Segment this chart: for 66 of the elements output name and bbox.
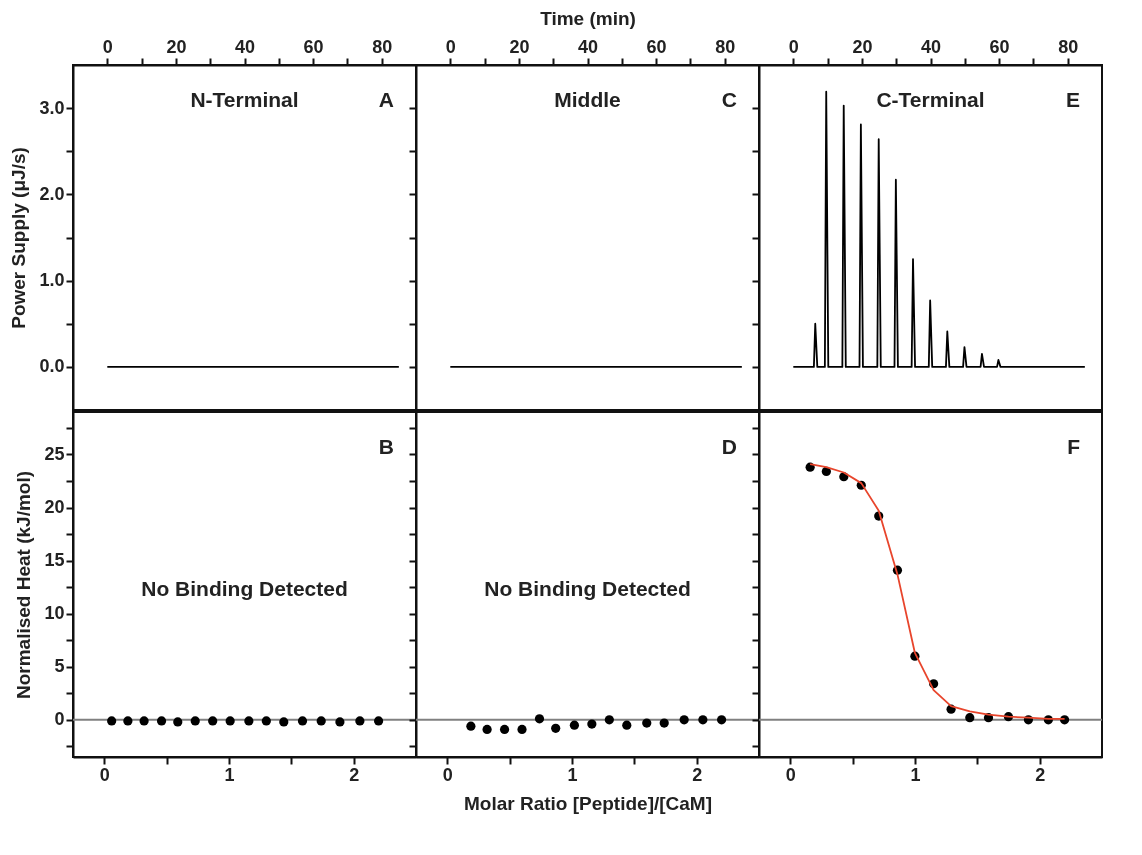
annotation: No Binding Detected (141, 576, 348, 600)
x-tick-label: 40 (234, 36, 256, 57)
point (466, 721, 476, 731)
y-tick-label: 0.0 (39, 356, 65, 377)
point (679, 715, 689, 725)
annotation: A (378, 88, 394, 111)
point (716, 715, 727, 725)
y-axis-title: Power Supply (μJ/s) (8, 147, 30, 329)
y-tick-label: 1.0 (39, 270, 65, 291)
y-axis-title: Normalised Heat (kJ/mol) (13, 470, 35, 700)
x-tick-label: 20 (852, 36, 873, 57)
point (499, 724, 510, 734)
x-tick-label: 40 (920, 36, 942, 57)
x-tick-label: 0 (442, 764, 453, 785)
text: N-Terminal (190, 88, 299, 111)
x-axis-title: Molar Ratio [Peptide]/[CaM] (463, 792, 713, 814)
x-tick-label: 80 (372, 36, 393, 57)
x-tick-label: 40 (577, 36, 599, 57)
annotation: F (1067, 435, 1081, 458)
point (659, 718, 669, 728)
point (534, 714, 545, 724)
x-tick-label: 60 (989, 36, 1010, 57)
x-tick-label: 2 (349, 764, 360, 785)
x-tick-label: 1 (910, 764, 921, 785)
text: Middle (554, 88, 621, 111)
x-tick-label: 80 (1058, 36, 1079, 57)
point (587, 719, 597, 729)
x-tick-label: 0 (785, 764, 796, 785)
text: C-Terminal (876, 88, 985, 111)
y-tick-label: 25 (44, 443, 65, 464)
point (569, 720, 580, 730)
point (821, 466, 831, 477)
x-tick-label: 1 (224, 764, 235, 785)
y-tick-label: 15 (44, 550, 65, 571)
point (517, 724, 527, 734)
x-tick-label: 2 (1035, 764, 1046, 785)
point (642, 718, 652, 728)
y-tick-label: 20 (44, 497, 65, 518)
point (604, 715, 614, 725)
x-tick-label: 20 (166, 36, 187, 57)
annotation: B (378, 435, 394, 458)
point (965, 713, 975, 723)
x-tick-label: 2 (692, 764, 703, 785)
point (551, 723, 561, 733)
point (482, 724, 492, 734)
y-tick-label: 2.0 (39, 183, 65, 204)
x-tick-label: 0 (445, 36, 456, 57)
y-tick-label: 3.0 (39, 97, 65, 118)
x-tick-label: 0 (788, 36, 799, 57)
x-tick-label: 60 (303, 36, 324, 57)
y-tick-label: 0 (54, 709, 65, 730)
x-axis-title: Time (min) (540, 7, 636, 29)
x-tick-label: 20 (509, 36, 530, 57)
x-tick-label: 0 (102, 36, 113, 57)
x-tick-label: 60 (646, 36, 667, 57)
y-tick-label: 5 (54, 656, 65, 677)
x-tick-label: 80 (715, 36, 736, 57)
annotation: C (721, 88, 737, 111)
point (622, 720, 632, 730)
x-tick-label: 0 (99, 764, 110, 785)
y-tick-label: 10 (44, 603, 65, 624)
annotation: E (1065, 88, 1080, 111)
x-tick-label: 1 (567, 764, 578, 785)
point (698, 715, 708, 725)
annotation: No Binding Detected (484, 576, 691, 600)
annotation: D (721, 435, 737, 458)
